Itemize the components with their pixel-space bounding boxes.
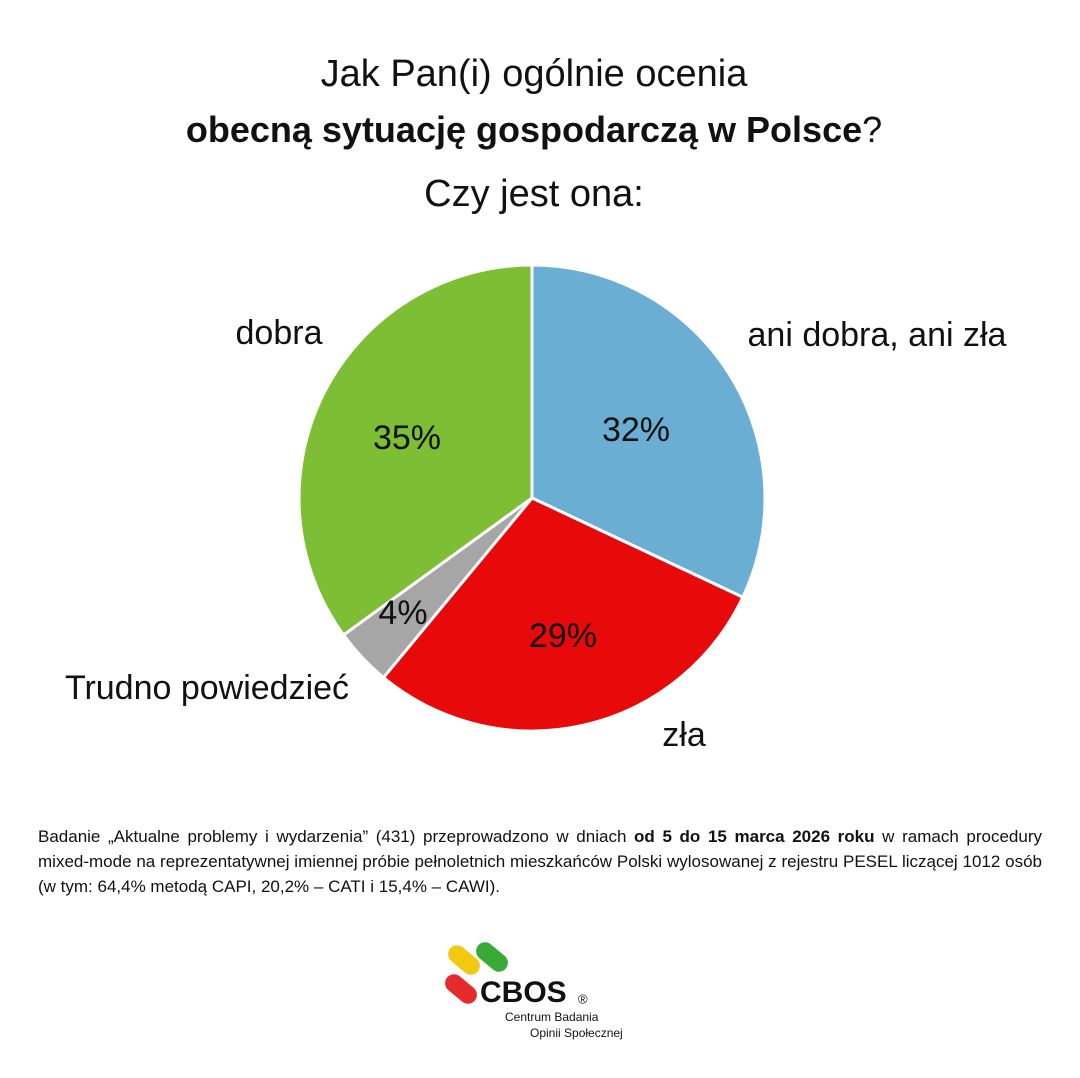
title-line: obecną sytuację gospodarczą w Polsce? [186, 109, 882, 150]
title-bold: obecną sytuację gospodarczą w Polsce [186, 109, 862, 150]
subtitle: Czy jest ona: [424, 173, 644, 215]
logo-shape [476, 942, 508, 972]
category-label: dobra [236, 314, 323, 352]
value-label: 4% [378, 594, 427, 632]
category-label: ani dobra, ani zła [748, 316, 1007, 354]
category-label: zła [662, 716, 706, 754]
logo-shape [445, 974, 477, 1004]
pie-slice [297, 263, 534, 638]
category-label: Trudno powiedzieć [65, 669, 349, 707]
value-label: 35% [373, 419, 441, 457]
logo-mark: ® [578, 991, 588, 1006]
note-bold: od 5 do 15 marca 2026 roku [634, 827, 875, 846]
title-end: ? [862, 109, 882, 150]
value-label: 32% [602, 411, 670, 449]
logo-text: Centrum Badania [505, 1010, 599, 1024]
note-text: Badanie „Aktualne problemy i wydarzenia”… [38, 827, 635, 846]
pie-slice [381, 496, 745, 733]
note: Badanie „Aktualne problemy i wydarzenia”… [38, 824, 1042, 899]
logo-name: CBOS [480, 976, 567, 1009]
pie-slice [530, 263, 767, 600]
value-label: 29% [529, 617, 597, 655]
logo-text: Opinii Społecznej [530, 1026, 623, 1040]
title-line: Jak Pan(i) ogólnie ocenia [321, 53, 749, 95]
note-text: w ramach procedury mixed-mode na repreze… [38, 827, 1043, 896]
logo-shape [448, 945, 480, 975]
logo: CBOS ® Centrum Badania Opinii Społecznej [445, 942, 623, 1040]
